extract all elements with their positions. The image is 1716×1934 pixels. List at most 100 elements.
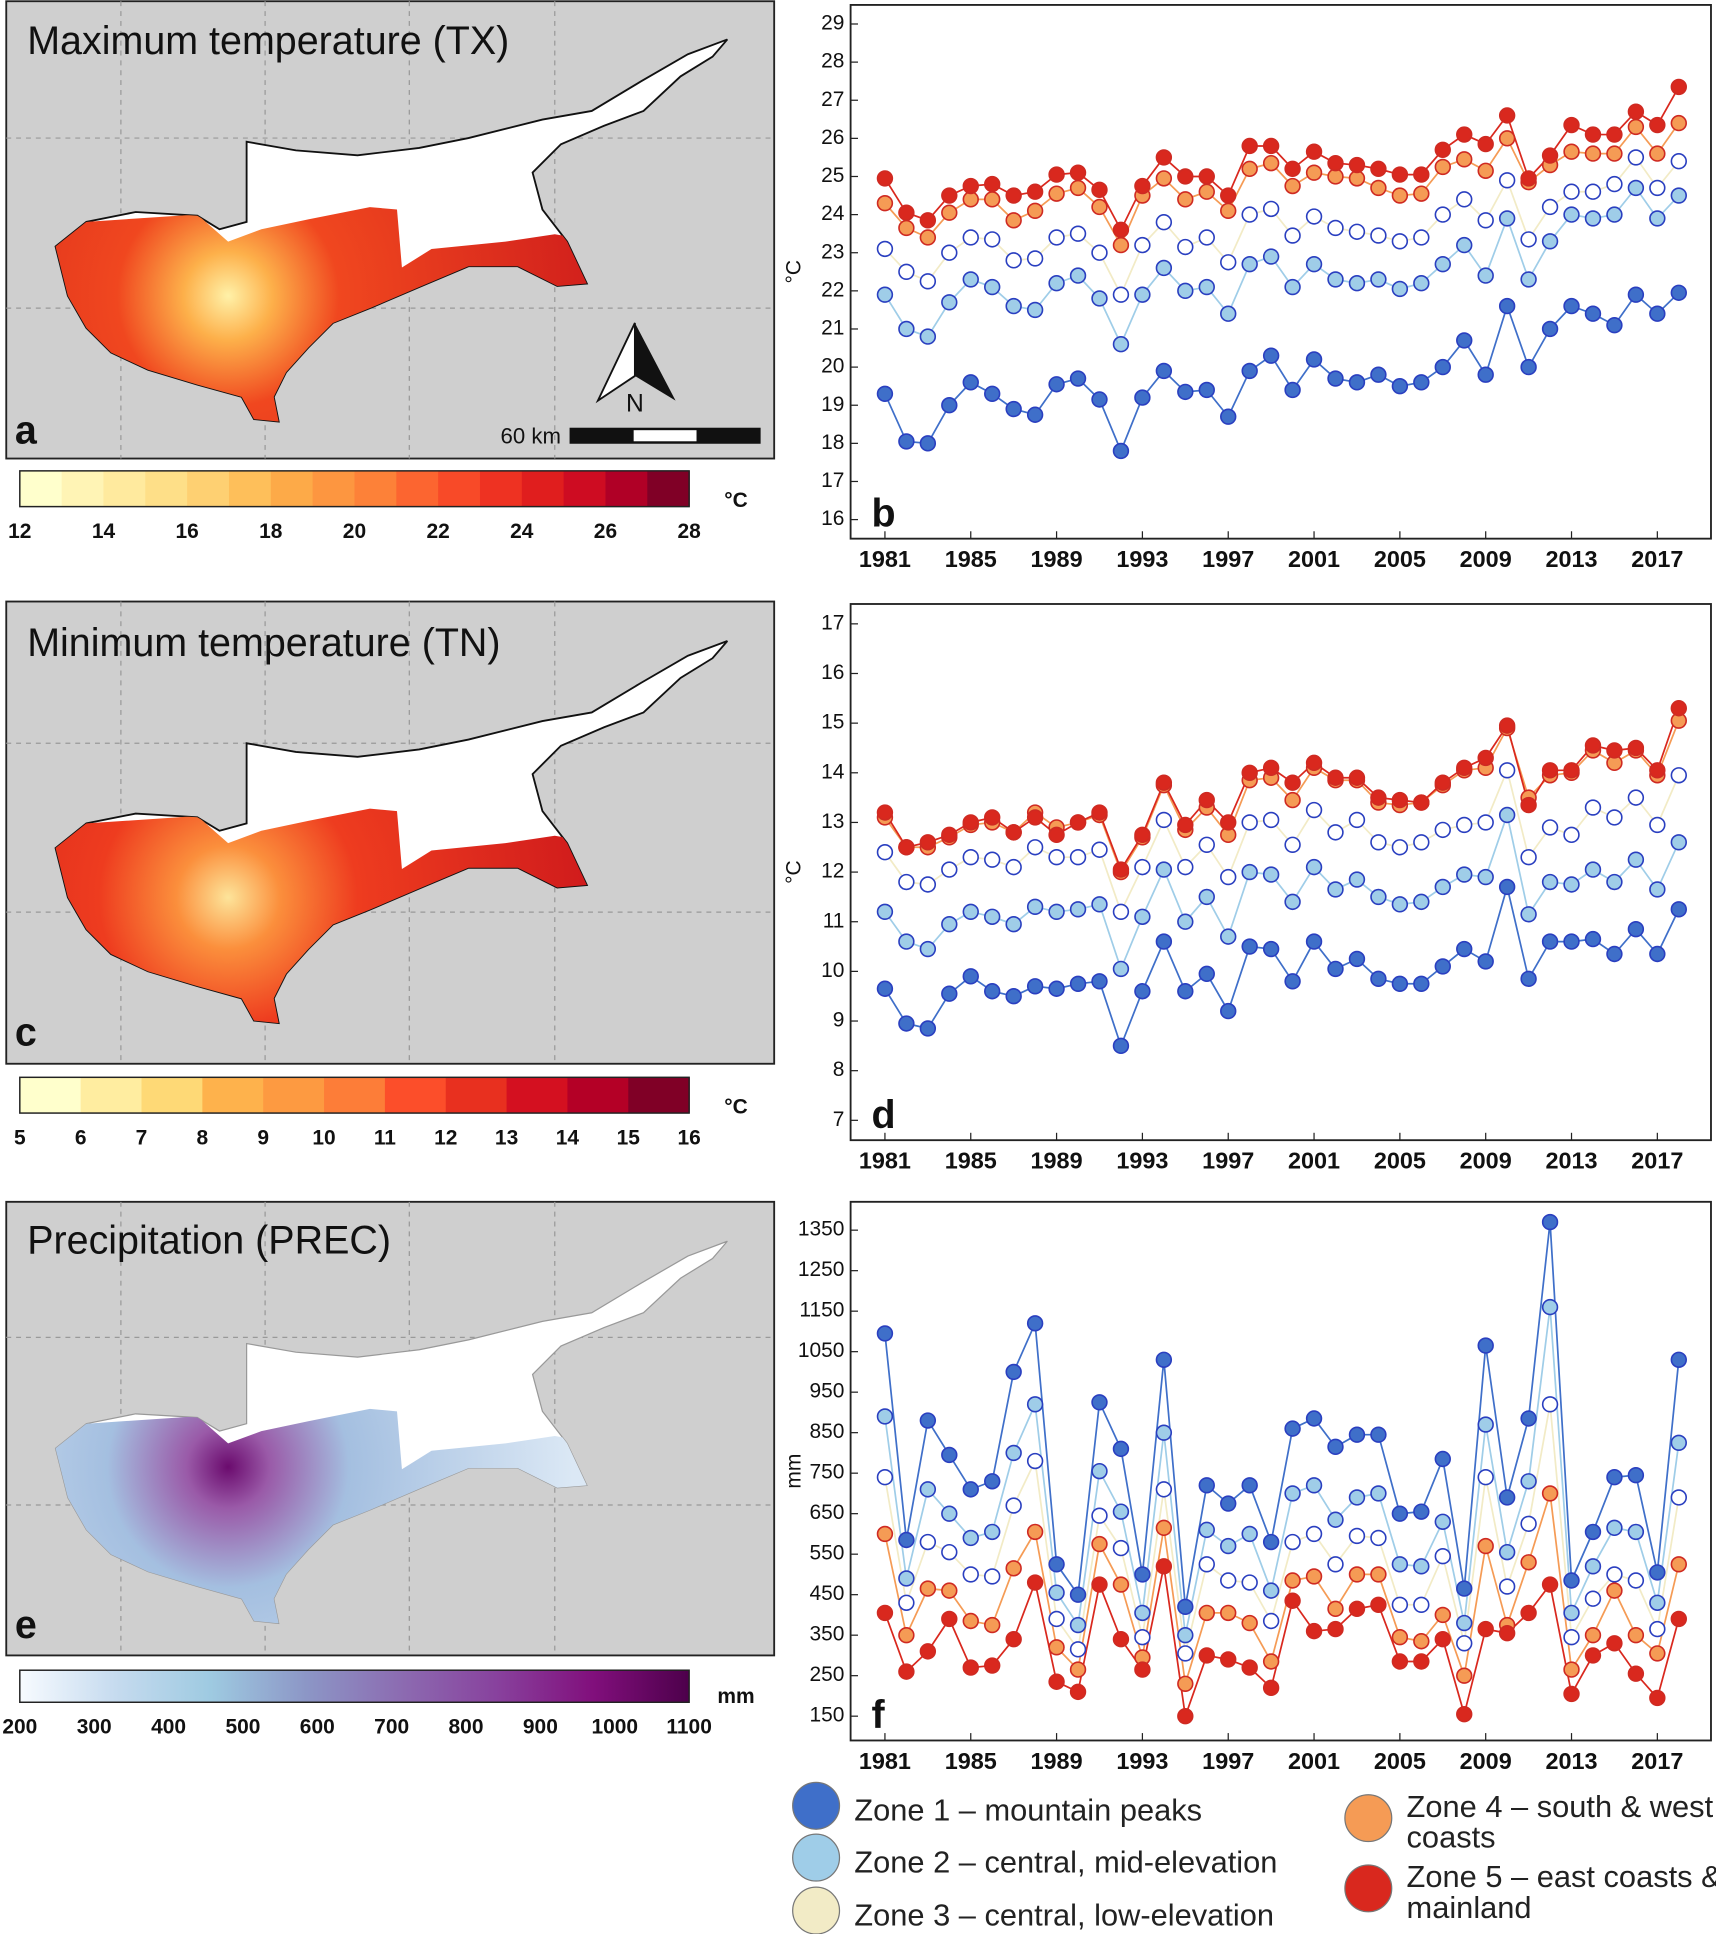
colorbar-tick-label: 200 <box>2 1716 37 1739</box>
data-point <box>1649 305 1666 322</box>
data-point <box>1262 1582 1280 1599</box>
data-point <box>1026 406 1044 423</box>
data-point <box>1391 233 1409 250</box>
data-point <box>1198 1647 1215 1664</box>
x-tick-label: 1997 <box>1202 546 1254 572</box>
data-point <box>876 286 894 303</box>
colorbar-segment <box>61 470 105 507</box>
colorbar-tick-label: 900 <box>523 1716 558 1739</box>
data-point <box>1606 1635 1623 1652</box>
data-point <box>1026 202 1044 219</box>
data-point <box>984 231 1001 248</box>
data-point <box>1198 836 1215 853</box>
data-point <box>1649 1645 1666 1662</box>
data-point <box>1563 1629 1580 1646</box>
data-point <box>1563 1661 1580 1678</box>
data-point <box>1026 1574 1044 1591</box>
data-point <box>919 876 937 893</box>
data-point <box>1005 187 1022 204</box>
data-point <box>1370 160 1387 178</box>
data-point <box>1112 286 1130 303</box>
data-point <box>1670 1489 1687 1506</box>
y-tick-label: 23 <box>821 240 844 263</box>
data-point <box>876 903 894 921</box>
data-point <box>1606 316 1623 334</box>
data-point <box>1434 821 1451 839</box>
data-point <box>1434 158 1451 176</box>
data-point <box>1262 1653 1280 1670</box>
colorbar-unit: °C <box>724 1096 748 1119</box>
data-point <box>1477 162 1494 179</box>
data-point <box>1220 202 1237 219</box>
y-tick-label: 16 <box>821 661 844 684</box>
data-point <box>1391 280 1409 298</box>
map-title: Precipitation (PREC) <box>27 1219 391 1263</box>
data-point <box>1005 252 1022 269</box>
legend-entry: Zone 5 – east coasts & mainland <box>1407 1862 1716 1924</box>
data-point <box>1112 960 1130 978</box>
data-point <box>1563 206 1580 223</box>
colorbar-segment <box>479 470 523 507</box>
data-point <box>1198 1604 1215 1622</box>
data-point <box>1520 271 1537 288</box>
colorbar-tick-label: 400 <box>151 1716 186 1739</box>
data-point <box>1606 1582 1623 1599</box>
data-point <box>1498 297 1516 315</box>
data-point <box>1391 187 1409 204</box>
data-point <box>1606 873 1623 891</box>
data-point <box>1520 796 1537 814</box>
colorbar-segment <box>187 470 230 507</box>
data-point <box>1456 866 1473 883</box>
data-point <box>984 1657 1001 1674</box>
scale-bar <box>633 430 697 442</box>
data-point <box>1584 799 1602 816</box>
data-point <box>1069 370 1087 387</box>
colorbar-tick-label: 20 <box>343 520 366 543</box>
data-point <box>1198 168 1215 185</box>
data-point <box>1305 255 1323 273</box>
map-title: Minimum temperature (TN) <box>27 621 500 665</box>
data-point <box>1305 801 1323 819</box>
y-tick-label: 28 <box>821 50 844 73</box>
data-point <box>1627 149 1645 166</box>
data-point <box>919 435 937 452</box>
data-point <box>1627 1523 1645 1541</box>
data-point <box>1348 769 1366 786</box>
data-point <box>1434 958 1451 975</box>
data-point <box>1541 233 1559 250</box>
y-tick-label: 150 <box>810 1704 845 1727</box>
data-point <box>1370 970 1387 988</box>
data-point <box>1434 1548 1451 1565</box>
data-point <box>1155 1519 1173 1537</box>
data-point <box>1649 1620 1666 1638</box>
data-point <box>1305 1568 1323 1585</box>
data-point <box>1327 219 1344 237</box>
data-point <box>1048 1584 1065 1601</box>
x-tick-label: 1981 <box>859 546 911 572</box>
panel-letter: c <box>15 1010 37 1054</box>
data-point <box>984 983 1001 1000</box>
data-point <box>1177 1626 1194 1644</box>
data-point <box>1220 305 1237 322</box>
colorbar-tick-label: 12 <box>434 1126 457 1149</box>
data-point <box>1198 965 1215 983</box>
data-point <box>1584 305 1602 322</box>
data-point <box>1348 1566 1366 1583</box>
data-point <box>898 839 915 856</box>
data-point <box>1262 347 1280 364</box>
colorbar-tick-label: 5 <box>14 1126 26 1149</box>
data-point <box>1413 893 1430 911</box>
x-tick-label: 2001 <box>1288 546 1340 572</box>
data-point <box>1541 1213 1559 1231</box>
data-point <box>1584 183 1602 200</box>
x-tick-label: 2005 <box>1374 546 1426 572</box>
y-tick-label: 1150 <box>799 1299 844 1322</box>
data-point <box>1134 908 1151 925</box>
data-point <box>1434 1631 1451 1648</box>
data-point <box>1112 336 1130 353</box>
data-point <box>876 1325 894 1342</box>
colorbar-tick-label: 9 <box>257 1126 269 1149</box>
colorbar-segment <box>324 1077 386 1114</box>
data-point <box>984 1473 1001 1490</box>
data-point <box>1434 358 1451 376</box>
